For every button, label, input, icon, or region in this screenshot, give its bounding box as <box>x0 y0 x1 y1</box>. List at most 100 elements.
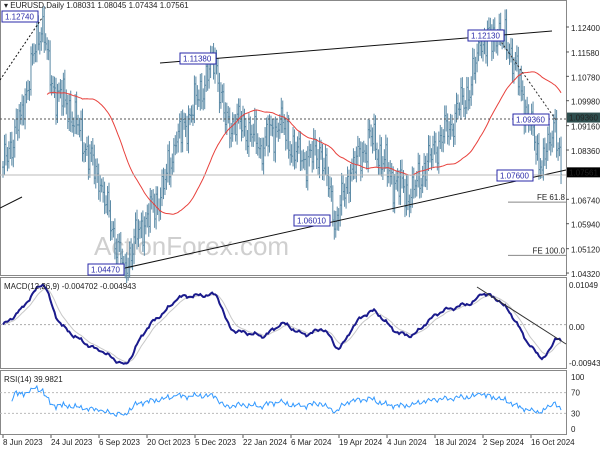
price-bar <box>46 37 49 60</box>
annotation-label: 1.12740 <box>5 13 34 22</box>
fe-label: FE 100.0 <box>533 246 566 255</box>
price-bar <box>428 135 431 163</box>
price-bar <box>44 33 47 51</box>
macd-label: MACD(12,26,9) -0.004702 -0.004943 <box>4 282 137 291</box>
price-bar <box>401 159 404 189</box>
price-bar <box>452 123 455 148</box>
dotted-uptrend <box>0 17 43 81</box>
price-bar <box>106 185 109 216</box>
price-bar <box>296 136 299 163</box>
price-bar <box>256 133 259 156</box>
price-bar <box>178 113 181 139</box>
price-bar <box>517 46 520 96</box>
price-bar <box>153 193 156 228</box>
rsi-panel <box>0 370 567 435</box>
annotation-label: 1.07600 <box>500 172 529 181</box>
price-bar <box>417 152 420 188</box>
price-bar <box>350 158 353 182</box>
price-bar <box>165 163 168 190</box>
price-bar <box>384 134 387 169</box>
macd-signal-line <box>2 288 562 363</box>
price-bar <box>53 76 56 99</box>
price-bar <box>100 178 103 193</box>
price-bar <box>412 167 415 199</box>
price-bar <box>159 187 162 220</box>
price-bar <box>454 104 457 145</box>
left-trendline <box>0 196 23 209</box>
price-bar <box>456 94 459 120</box>
price-bar <box>426 153 429 190</box>
price-bar <box>431 135 434 168</box>
price-bar <box>172 138 175 173</box>
price-bar <box>392 166 395 213</box>
date-tick-label: 24 Jul 2023 <box>51 438 93 447</box>
date-tick-label: 2 Sep 2024 <box>483 438 524 447</box>
price-bar <box>63 69 66 108</box>
price-bar <box>356 135 359 166</box>
price-bar <box>511 38 514 83</box>
price-bar <box>264 127 267 157</box>
price-bar <box>303 152 306 171</box>
price-bar <box>315 138 318 170</box>
price-bar <box>333 210 336 240</box>
price-bar <box>162 167 165 200</box>
price-bar <box>68 93 71 131</box>
price-tick-label: 1.08360 <box>571 147 600 156</box>
price-bar <box>267 115 270 157</box>
price-bar <box>308 140 311 167</box>
rsi-tick-label: 100 <box>571 373 585 382</box>
fe-levels: FE 61.8 FE 100.0 <box>508 193 566 256</box>
price-bar <box>261 137 264 171</box>
price-bar <box>409 188 412 214</box>
price-bar <box>84 143 87 162</box>
price-annotations: 1.12740 1.11380 1.12130 1.09360 1.07600 1.060… <box>1 10 550 276</box>
price-bar <box>66 94 69 129</box>
price-bar <box>152 189 155 213</box>
price-bar <box>395 170 398 190</box>
price-bar <box>349 164 352 202</box>
date-tick-label: 18 Jul 2024 <box>435 438 477 447</box>
rsi-tick-label: 0 <box>571 425 576 434</box>
rsi-indicator: 100 70 30 0 <box>0 373 585 434</box>
price-bar <box>306 146 309 191</box>
price-bar <box>536 134 539 161</box>
price-bar <box>468 90 471 110</box>
price-bar <box>12 139 15 168</box>
date-tick-label: 6 Mar 2024 <box>291 438 332 447</box>
price-bar <box>312 128 315 170</box>
price-tick-label: 1.11580 <box>571 49 600 58</box>
price-bar <box>71 111 74 133</box>
price-bar <box>327 166 330 197</box>
price-bar <box>219 82 222 109</box>
price-bar <box>234 114 237 142</box>
price-bar <box>193 75 196 124</box>
price-bar <box>27 79 30 100</box>
price-bar <box>199 73 202 111</box>
price-bar <box>293 129 296 170</box>
price-bar <box>35 17 38 63</box>
price-bar <box>421 165 424 194</box>
price-bar <box>102 177 105 203</box>
price-bar <box>221 84 224 103</box>
price-bar <box>19 101 22 125</box>
price-bar <box>299 131 302 172</box>
price-bar <box>246 130 249 154</box>
price-tick-label: 1.04320 <box>571 270 600 279</box>
price-bar <box>150 189 153 210</box>
price-bar <box>560 136 563 185</box>
price-bar <box>59 79 62 99</box>
fe-label: FE 61.8 <box>537 193 566 202</box>
rsi-tick-label: 30 <box>571 409 580 418</box>
price-bar <box>336 206 339 231</box>
price-bar <box>38 31 41 55</box>
price-bar <box>216 58 219 92</box>
price-bar <box>368 119 371 139</box>
price-bar <box>518 68 521 96</box>
annotation-label: 1.11380 <box>183 55 212 64</box>
price-bar <box>386 137 389 187</box>
price-bar <box>523 86 526 135</box>
price-bar <box>75 91 78 135</box>
price-bar <box>405 174 408 216</box>
price-bar <box>345 177 348 209</box>
price-bar <box>205 59 208 92</box>
